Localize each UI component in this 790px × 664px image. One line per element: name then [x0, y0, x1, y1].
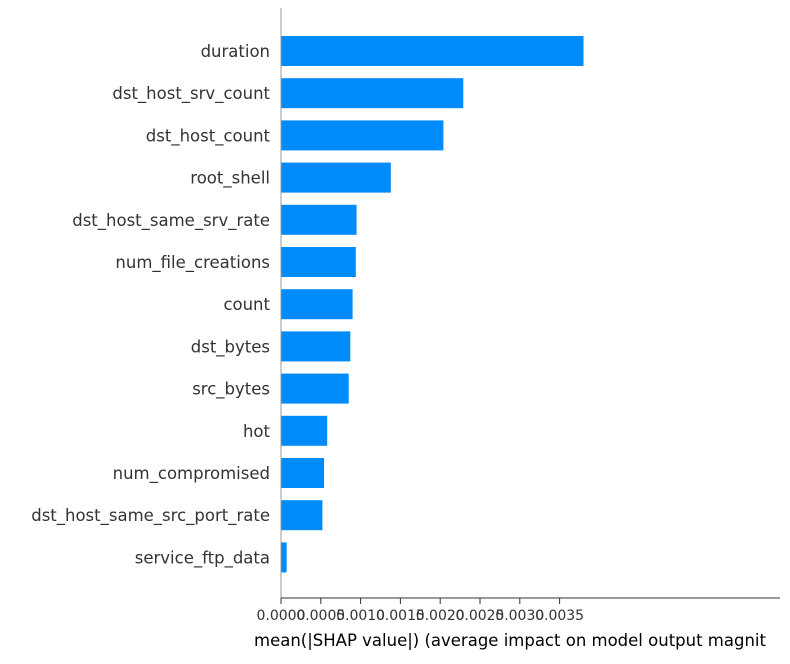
x-tick-label: 0.0005 — [296, 608, 345, 624]
bar-service_ftp_data — [281, 542, 287, 573]
category-label: num_compromised — [113, 464, 270, 484]
bar-src_bytes — [281, 373, 349, 404]
bar-count — [281, 289, 353, 320]
bar-dst_bytes — [281, 331, 351, 362]
bar-duration — [281, 36, 584, 66]
bar-num_compromised — [281, 458, 324, 488]
category-label: dst_bytes — [191, 337, 270, 357]
category-label: hot — [243, 422, 271, 441]
bar-dst_host_count — [281, 120, 444, 151]
x-tick-label: 0.0020 — [416, 608, 465, 624]
category-label: service_ftp_data — [135, 548, 270, 568]
category-label: src_bytes — [192, 380, 270, 400]
x-tick-label: 0.0025 — [456, 608, 505, 624]
category-labels: duration dst_host_srv_count dst_host_count… — [31, 42, 270, 568]
x-axis-title: mean(|SHAP value|) (average impact on mo… — [254, 631, 767, 650]
x-tick-label: 0.0015 — [376, 608, 425, 624]
category-label: dst_host_same_srv_rate — [72, 211, 270, 231]
x-tick-label: 0.0000 — [257, 608, 306, 624]
x-tick-label: 0.0030 — [495, 608, 544, 624]
category-label: dst_host_count — [146, 126, 271, 146]
bar-root_shell — [281, 162, 391, 193]
bar-num_file_creations — [281, 247, 356, 277]
category-label: dst_host_srv_count — [112, 84, 270, 104]
category-label: dst_host_same_src_port_rate — [31, 506, 270, 526]
x-axis-ticks: 0.00000.00050.00100.00150.00200.00250.00… — [257, 598, 584, 624]
bar-dst_host_same_src_port_rate — [281, 500, 323, 531]
category-label: duration — [201, 42, 270, 61]
bar-hot — [281, 415, 328, 446]
category-label: root_shell — [190, 169, 270, 189]
category-label: num_file_creations — [115, 253, 270, 273]
category-label: count — [223, 295, 270, 314]
bar-dst_host_same_srv_rate — [281, 204, 357, 235]
bar-dst_host_srv_count — [281, 78, 464, 109]
x-tick-label: 0.0010 — [336, 608, 385, 624]
x-tick-label: 0.0035 — [535, 608, 584, 624]
bars-layer — [281, 36, 584, 573]
